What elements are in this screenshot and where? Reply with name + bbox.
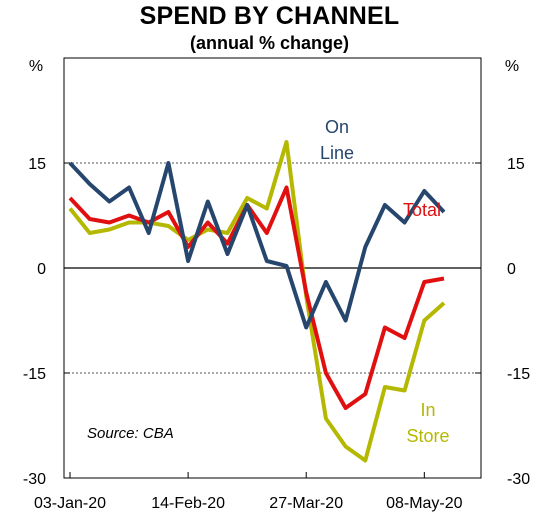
x-tick-label: 08-May-20 xyxy=(386,495,463,512)
y-tick-label-right: 0 xyxy=(507,261,516,278)
series-label-in-store: In xyxy=(420,400,435,420)
y-unit-right: % xyxy=(505,58,519,75)
series-label-on-line: Line xyxy=(320,143,354,163)
y-tick-label-left: 0 xyxy=(37,261,46,278)
series-line-on-line xyxy=(68,161,446,330)
y-tick-label-right: -30 xyxy=(507,471,530,488)
x-tick-label: 14-Feb-20 xyxy=(151,495,225,512)
y-tick-label-left: -30 xyxy=(23,471,46,488)
y-tick-label-right: 15 xyxy=(507,156,525,173)
series-label-total: Total xyxy=(403,200,441,220)
y-tick-label-left: -15 xyxy=(23,366,46,383)
y-unit-left: % xyxy=(29,58,43,75)
chart-subtitle: (annual % change) xyxy=(189,33,350,53)
chart-title: SPEND BY CHANNEL xyxy=(139,2,400,30)
series-line-in-store xyxy=(68,140,446,463)
series-label-on-line: On xyxy=(325,117,349,137)
y-tick-label-right: -15 xyxy=(507,366,530,383)
series-label-in-store: Store xyxy=(406,426,449,446)
x-tick-label: 03-Jan-20 xyxy=(34,495,106,512)
y-tick-label-left: 15 xyxy=(28,156,46,173)
x-tick-label: 27-Mar-20 xyxy=(269,495,343,512)
source-note: Source: CBA xyxy=(87,425,174,442)
series-line-total xyxy=(68,185,445,410)
